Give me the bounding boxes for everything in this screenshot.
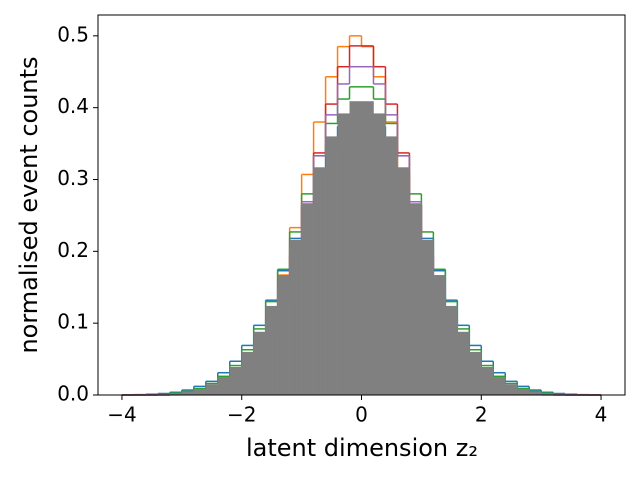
- histogram-bar: [481, 366, 494, 395]
- histogram-bar: [169, 393, 183, 395]
- histogram-bar: [265, 305, 278, 395]
- histogram-bar: [457, 331, 470, 395]
- histogram-bar: [421, 239, 434, 395]
- histogram-bar: [337, 113, 350, 395]
- y-axis-label: normalised event counts: [15, 56, 43, 353]
- y-tick-label: 0.2: [57, 238, 89, 262]
- histogram-bar: [193, 388, 207, 395]
- histogram-bar: [325, 136, 338, 395]
- x-tick-label: 2: [475, 403, 488, 427]
- histogram-bar: [433, 275, 446, 395]
- x-tick-label: −4: [107, 403, 136, 427]
- histogram-bar: [277, 275, 290, 395]
- histogram-bar: [373, 113, 386, 395]
- histogram-bar: [301, 203, 314, 395]
- histogram-bar: [181, 391, 195, 395]
- x-axis-label: latent dimension z₂: [246, 434, 478, 462]
- y-tick-label: 0.0: [57, 382, 89, 406]
- histogram-bar: [253, 331, 266, 395]
- y-tick-label: 0.5: [57, 22, 89, 46]
- y-tick-label: 0.1: [57, 310, 89, 334]
- histogram-bar: [205, 384, 219, 395]
- histogram-bar: [529, 391, 542, 395]
- histogram-bar: [505, 384, 518, 395]
- histogram-bar: [493, 377, 506, 395]
- histogram-bar: [313, 167, 326, 395]
- x-tick-label: 0: [355, 403, 368, 427]
- histogram-bar: [541, 393, 554, 395]
- x-tick-label: −2: [227, 403, 256, 427]
- histogram-bar: [241, 351, 255, 395]
- histogram-bar: [349, 101, 362, 395]
- histogram-bar: [229, 366, 243, 395]
- histogram-bar: [361, 101, 374, 395]
- histogram-bar: [397, 167, 410, 395]
- y-tick-label: 0.4: [57, 94, 89, 118]
- histogram-bar: [409, 203, 422, 395]
- histogram-bar: [469, 351, 482, 395]
- y-tick-label: 0.3: [57, 166, 89, 190]
- histogram-bar: [445, 305, 458, 395]
- histogram-bar: [517, 388, 530, 395]
- histogram-bar: [289, 239, 302, 395]
- histogram-bar: [217, 377, 231, 395]
- histogram-bar: [385, 136, 398, 395]
- x-tick-label: 4: [595, 403, 608, 427]
